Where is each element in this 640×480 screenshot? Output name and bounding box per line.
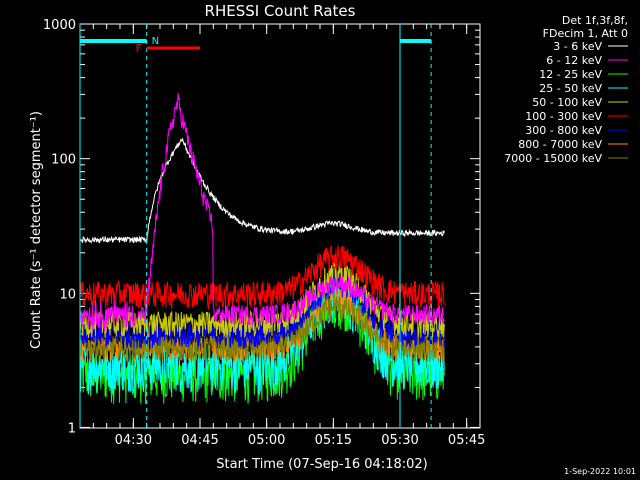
- x-axis-label: Start Time (07-Sep-16 04:18:02): [216, 457, 427, 472]
- legend-entry-label: 6 - 12 keV: [546, 54, 602, 67]
- legend-entry-label: 800 - 7000 keV: [518, 138, 602, 151]
- series-line: [79, 92, 445, 332]
- legend-entry-label: 7000 - 15000 keV: [504, 152, 602, 165]
- attenuator-marks: NF: [79, 24, 432, 428]
- y-axis-label: Count Rate (s⁻¹ detector segment⁻¹): [29, 111, 44, 349]
- legend-entry-label: 3 - 6 keV: [553, 40, 602, 53]
- legend-entry-label: 100 - 300 keV: [525, 110, 602, 123]
- x-tick-label: 04:45: [181, 433, 218, 448]
- x-tick-label: 04:30: [115, 433, 152, 448]
- series-line: [79, 295, 445, 362]
- legend-entry-label: 25 - 50 keV: [539, 82, 602, 95]
- timestamp: 1-Sep-2022 10:01: [564, 467, 636, 476]
- legend-entry-label: 50 - 100 keV: [532, 96, 602, 109]
- legend-entry-label: 300 - 800 keV: [525, 124, 602, 137]
- y-tick-label: 1000: [43, 18, 76, 33]
- y-tick-label: 10: [59, 287, 76, 302]
- chart-title: RHESSI Count Rates: [205, 2, 356, 20]
- y-tick-label: 100: [51, 153, 76, 168]
- legend-info-line: Det 1f,3f,8f,: [562, 14, 628, 27]
- series-layer: [79, 92, 445, 404]
- x-tick-label: 05:15: [315, 433, 352, 448]
- x-tick-label: 05:30: [381, 433, 418, 448]
- y-tick-label: 1: [68, 421, 76, 436]
- flare-label: F: [136, 42, 142, 55]
- series-line: [79, 138, 445, 245]
- night-label: N: [152, 36, 159, 47]
- x-tick-label: 05:45: [448, 433, 485, 448]
- x-tick-label: 05:00: [248, 433, 285, 448]
- legend-entry-label: 12 - 25 keV: [539, 68, 602, 81]
- series-line: [79, 245, 445, 311]
- legend-info-line: FDecim 1, Att 0: [543, 27, 628, 40]
